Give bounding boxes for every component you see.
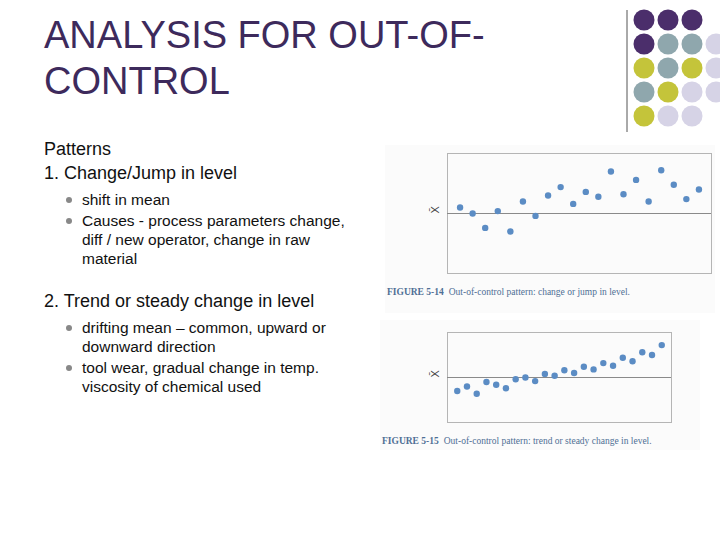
html-text:2. Trend or steady change in l: 2. Trend or steady change in level bbox=[44, 291, 315, 311]
svg-text:X̄: X̄ bbox=[429, 370, 441, 378]
html-text:drifting mean – common, upward: drifting mean – common, upward or downwa… bbox=[82, 319, 326, 355]
html-text:shift in mean: shift in mean bbox=[82, 191, 170, 208]
html-text:ANALYSIS FOR OUT-OF-CONTROL: ANALYSIS FOR OUT-OF-CONTROL bbox=[44, 14, 485, 102]
svg-text:X̄: X̄ bbox=[429, 206, 441, 214]
html-text:Causes - process parameters ch: Causes - process parameters change, diff… bbox=[82, 212, 345, 267]
html-text:Patterns: Patterns bbox=[44, 139, 111, 159]
html-text:tool wear, gradual change in t: tool wear, gradual change in temp. visco… bbox=[82, 359, 319, 395]
html-text:FIGURE 5-15: FIGURE 5-15 bbox=[382, 436, 439, 446]
html-text:1. Change/Jump in level: 1. Change/Jump in level bbox=[44, 163, 238, 183]
html-text:Out-of-control pattern: trend: Out-of-control pattern: trend or steady … bbox=[443, 436, 652, 446]
html-text:Out-of-control pattern: change: Out-of-control pattern: change or jump i… bbox=[448, 287, 630, 297]
html-text:FIGURE 5-14: FIGURE 5-14 bbox=[387, 287, 444, 297]
